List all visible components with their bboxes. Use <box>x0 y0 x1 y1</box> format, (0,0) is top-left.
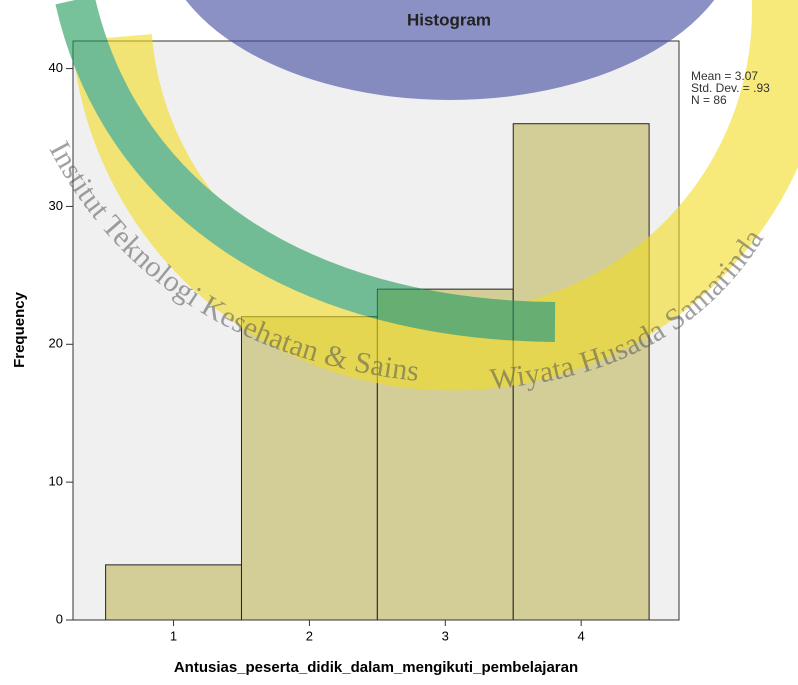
stats-annotation: N = 86 <box>691 93 727 107</box>
x-tick-label: 2 <box>306 628 313 643</box>
x-tick-label: 1 <box>170 628 177 643</box>
bar <box>106 565 242 620</box>
x-tick-label: 4 <box>578 628 585 643</box>
y-tick-label: 20 <box>49 336 63 351</box>
y-tick-label: 40 <box>49 60 63 75</box>
x-tick-label: 3 <box>442 628 449 643</box>
y-tick-label: 30 <box>49 198 63 213</box>
x-axis-label: Antusias_peserta_didik_dalam_mengikuti_p… <box>174 659 578 676</box>
chart-title: Histogram <box>407 10 491 29</box>
y-tick-label: 0 <box>56 611 63 626</box>
chart: Institut Teknologi Kesehatan & Sains Wiy… <box>0 0 798 685</box>
y-tick-label: 10 <box>49 474 63 489</box>
y-axis-label: Frequency <box>11 291 28 368</box>
